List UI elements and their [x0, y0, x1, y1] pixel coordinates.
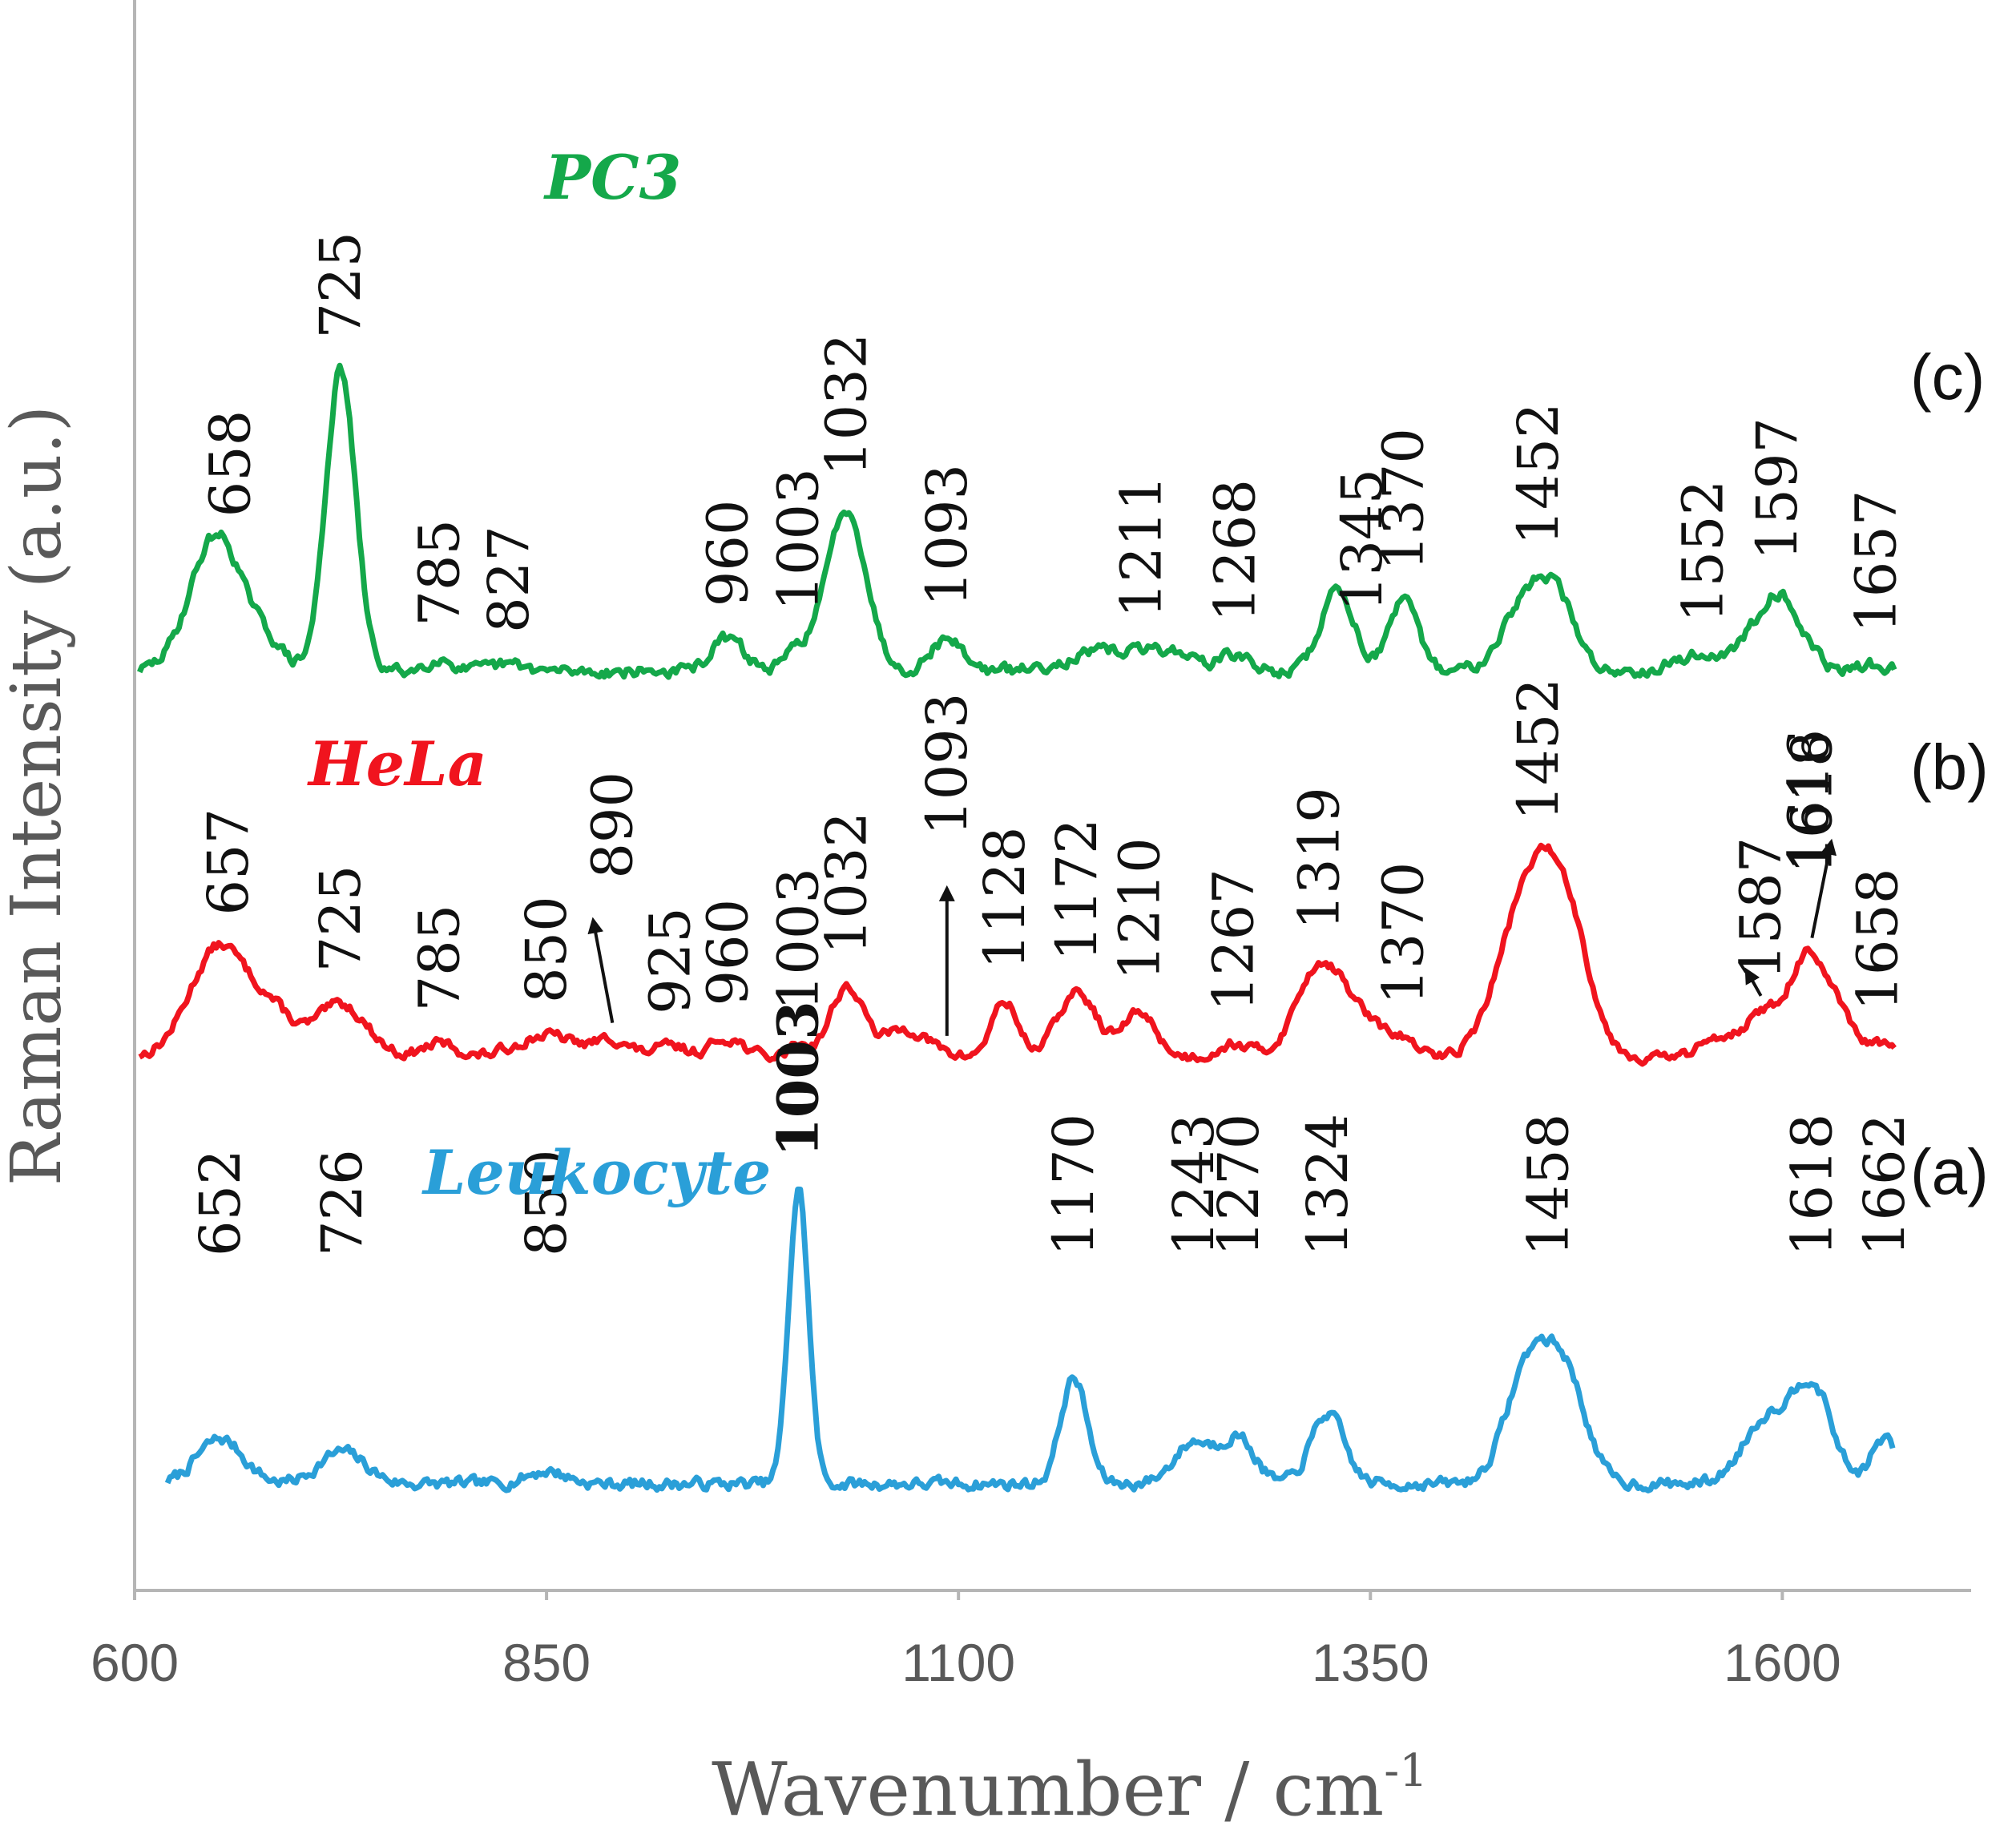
peak-label: 890 [579, 772, 645, 879]
peak-label: 1172 [1044, 818, 1110, 961]
annotation-arrow [587, 917, 615, 1023]
curve-tag-b: (b) [1910, 732, 1989, 803]
x-tick-label: 1100 [901, 1633, 1015, 1692]
curve-tag-a: (a) [1910, 1136, 1989, 1207]
peak-label: 652 [187, 1149, 253, 1256]
peak-label: 1370 [1370, 862, 1436, 1005]
spectrum-line-pc3 [136, 362, 1897, 680]
peak-arrows [587, 838, 1837, 1036]
peak-label: 1093 [914, 464, 980, 607]
peak-label: 850 [514, 1149, 579, 1256]
peak-label: 785 [406, 519, 472, 627]
y-axis-title: Raman Intensity (a.u.) [0, 405, 77, 1186]
spectrum-line-hela [138, 842, 1897, 1067]
x-tick-label: 850 [502, 1633, 591, 1692]
x-tick-label: 1600 [1724, 1633, 1841, 1692]
peak-label: 725 [308, 865, 373, 973]
peak-label: 1032 [813, 812, 879, 954]
peak-label: 1268 [1203, 479, 1268, 622]
peak-label: 1597 [1744, 417, 1810, 560]
peak-label: 1128 [972, 827, 1038, 969]
peak-label: 925 [637, 907, 703, 1014]
x-tick-label: 1350 [1312, 1633, 1429, 1692]
series-name-leukocyte: Leukocyte [421, 1137, 771, 1208]
peak-label: 785 [406, 905, 472, 1012]
peak-label: 1552 [1671, 480, 1736, 623]
peak-label: 1658 [1845, 869, 1911, 1011]
peak-label: 850 [514, 896, 579, 1003]
peak-label: 1003 [765, 1001, 832, 1157]
peak-label: 1093 [914, 693, 980, 836]
peak-label: 1345 [1329, 469, 1395, 611]
peak-label: 1324 [1295, 1114, 1361, 1256]
peak-label: 1458 [1515, 1114, 1581, 1256]
peak-label: 725 [308, 232, 373, 339]
peak-label: 1587 [1728, 837, 1794, 980]
x-axis-title-superscript: -1 [1384, 1745, 1428, 1797]
x-axis-ticks: 600 850 1100 1350 1600 [91, 1590, 1841, 1692]
peak-label: 1003 [766, 868, 832, 1010]
curve-tag-c: (c) [1910, 341, 1985, 413]
peak-label: 1618 [1779, 731, 1845, 873]
peak-label: 1618 [1779, 1114, 1845, 1256]
peak-label: 1170 [1041, 1114, 1107, 1256]
x-axis-title-text: Wavenumber / cm [712, 1747, 1384, 1832]
peak-label: 726 [309, 1149, 375, 1256]
peak-label: 1243 [1161, 1114, 1227, 1256]
peak-label: 1662 [1852, 1114, 1917, 1256]
peak-label: 1452 [1506, 402, 1571, 545]
peak-label: 1370 [1370, 428, 1436, 570]
peak-label: 1319 [1287, 787, 1353, 929]
peak-label: 1003 [766, 468, 832, 611]
peak-label: 960 [695, 500, 760, 607]
peak-label: 1267 [1201, 869, 1267, 1011]
peak-label: 960 [695, 899, 760, 1006]
annotation-arrow [1744, 967, 1763, 997]
series-name-pc3: PC3 [543, 142, 682, 213]
x-axis-title: Wavenumber / cm-1 [712, 1745, 1428, 1832]
peak-label: 657 [196, 808, 261, 916]
annotation-arrow [1810, 838, 1837, 939]
peak-label: 1270 [1206, 1114, 1272, 1256]
spectrum-line-leukocyte [164, 1186, 1896, 1493]
series-name-hela: HeLa [307, 728, 487, 800]
peak-label: 1032 [813, 333, 879, 476]
peak-label: 1657 [1844, 490, 1909, 633]
peak-label: 1211 [1108, 475, 1174, 618]
x-tick-label: 600 [91, 1633, 179, 1692]
spectra-series [136, 362, 1897, 1493]
peak-label: 827 [476, 526, 542, 633]
peak-label: 658 [197, 410, 263, 518]
peak-label: 1452 [1506, 678, 1571, 820]
peak-label: 1210 [1107, 837, 1172, 980]
